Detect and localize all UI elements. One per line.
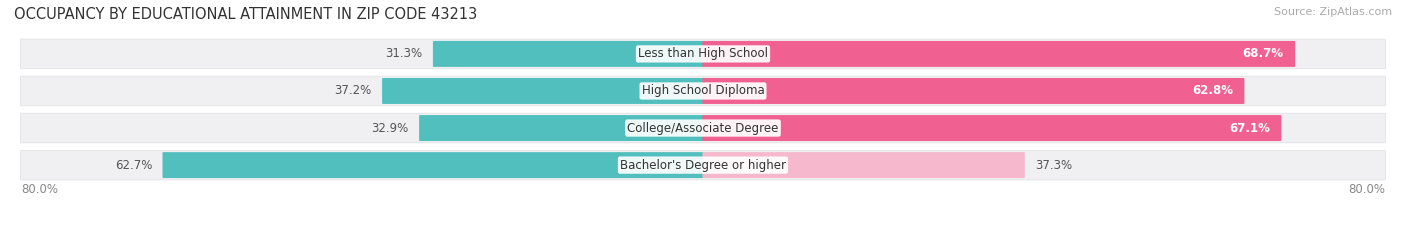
Text: Bachelor's Degree or higher: Bachelor's Degree or higher [620, 159, 786, 172]
Text: 62.8%: 62.8% [1192, 85, 1233, 97]
FancyBboxPatch shape [21, 150, 1385, 180]
Text: 31.3%: 31.3% [385, 47, 422, 60]
Text: High School Diploma: High School Diploma [641, 85, 765, 97]
FancyBboxPatch shape [21, 113, 1385, 143]
Text: 67.1%: 67.1% [1229, 122, 1270, 134]
FancyBboxPatch shape [163, 152, 703, 178]
FancyBboxPatch shape [21, 76, 1385, 106]
FancyBboxPatch shape [419, 115, 703, 141]
Text: College/Associate Degree: College/Associate Degree [627, 122, 779, 134]
FancyBboxPatch shape [703, 115, 1281, 141]
FancyBboxPatch shape [433, 41, 703, 67]
Text: 62.7%: 62.7% [115, 159, 152, 172]
Text: 37.2%: 37.2% [335, 85, 371, 97]
Text: 68.7%: 68.7% [1243, 47, 1284, 60]
Text: Less than High School: Less than High School [638, 47, 768, 60]
FancyBboxPatch shape [703, 41, 1295, 67]
FancyBboxPatch shape [21, 39, 1385, 69]
Text: 80.0%: 80.0% [1348, 183, 1385, 196]
Text: OCCUPANCY BY EDUCATIONAL ATTAINMENT IN ZIP CODE 43213: OCCUPANCY BY EDUCATIONAL ATTAINMENT IN Z… [14, 7, 477, 22]
Text: Source: ZipAtlas.com: Source: ZipAtlas.com [1274, 7, 1392, 17]
Text: 32.9%: 32.9% [371, 122, 409, 134]
Text: 37.3%: 37.3% [1035, 159, 1073, 172]
FancyBboxPatch shape [703, 152, 1025, 178]
FancyBboxPatch shape [382, 78, 703, 104]
Text: 80.0%: 80.0% [21, 183, 58, 196]
FancyBboxPatch shape [703, 78, 1244, 104]
